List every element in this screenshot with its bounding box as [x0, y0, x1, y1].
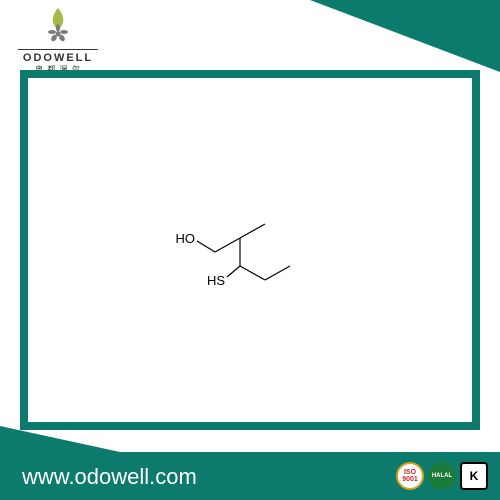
brand-logo: ODOWELL 奥 都 渥 尔 [18, 6, 98, 75]
atom-label: HS [207, 273, 225, 288]
chemical-structure-diagram: HO HS [170, 215, 330, 325]
corner-triangle-top [310, 0, 500, 72]
certification-badges: ISO9001HALALK [396, 462, 488, 490]
logo-mark-icon [33, 6, 83, 42]
corner-triangle-bottom [0, 426, 120, 452]
kosher-badge-icon: K [460, 462, 488, 490]
iso-badge-icon: ISO9001 [396, 462, 424, 490]
product-card: ODOWELL 奥 都 渥 尔 HO HS www.odowell.com ISO… [0, 0, 500, 500]
halal-badge-icon: HALAL [428, 462, 456, 490]
brand-name: ODOWELL [18, 49, 98, 64]
atom-label: HO [176, 231, 196, 246]
website-url: www.odowell.com [22, 464, 197, 490]
